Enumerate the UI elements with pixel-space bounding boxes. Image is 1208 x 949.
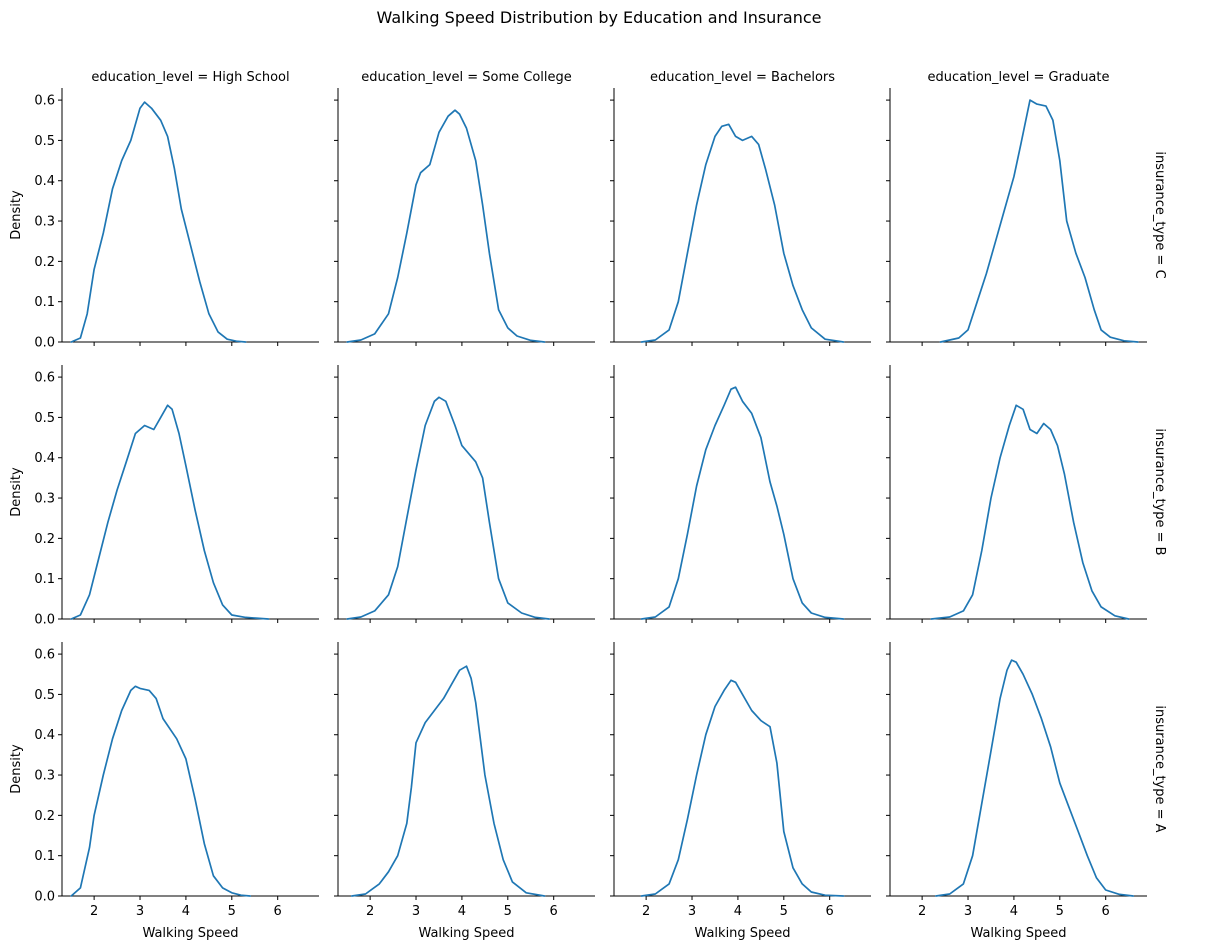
y-tick-label: 0.3 <box>34 769 55 784</box>
y-tick-label: 0.1 <box>34 849 55 864</box>
facet-panel-r0-c3 <box>886 88 1147 346</box>
kde-line-r1-c2 <box>640 386 845 620</box>
x-axis-label: Walking Speed <box>142 926 238 941</box>
y-tick-label: 0.6 <box>34 648 55 663</box>
facet-panel-r0-c1 <box>334 88 595 346</box>
x-tick-label: 3 <box>688 904 696 919</box>
y-tick-label: 0.1 <box>34 295 55 310</box>
facet-panel-r2-c2: 2 3 4 5 6 <box>610 642 871 919</box>
x-tick-label: 5 <box>228 904 236 919</box>
x-tick-label: 2 <box>366 904 374 919</box>
y-tick-label: 0.4 <box>34 728 55 743</box>
facet-panel-r1-c0: 0.0 0.1 0.2 0.3 0.4 0.5 0.6 <box>34 365 319 628</box>
y-axis-label: Density <box>9 744 24 794</box>
facet-panel-r2-c1: 2 3 4 5 6 <box>334 642 595 919</box>
y-axis-label: Density <box>9 190 24 240</box>
y-tick-label: 0.5 <box>34 134 55 149</box>
chart-title: Walking Speed Distribution by Education … <box>377 8 822 27</box>
y-axis-label: Density <box>9 467 24 517</box>
column-title: education_level = Graduate <box>927 70 1109 85</box>
facet-panel-r1-c1 <box>334 365 595 623</box>
x-tick-label: 3 <box>136 904 144 919</box>
y-tick-label: 0.2 <box>34 255 55 270</box>
kde-line-r1-c1 <box>346 396 550 620</box>
row-title: insurance_type = C <box>1152 151 1167 278</box>
y-tick-label: 0.2 <box>34 809 55 824</box>
kde-line-r2-c2 <box>640 679 845 897</box>
x-tick-label: 3 <box>412 904 420 919</box>
x-tick-label: 2 <box>642 904 650 919</box>
x-tick-label: 4 <box>1010 904 1018 919</box>
y-tick-label: 0.5 <box>34 688 55 703</box>
y-tick-label: 0.0 <box>34 890 55 905</box>
kde-line-r2-c1 <box>350 665 546 897</box>
y-tick-label: 0.0 <box>34 336 55 351</box>
y-tick-label: 0.5 <box>34 411 55 426</box>
kde-line-r2-c0 <box>70 685 252 897</box>
facet-panel-r1-c2 <box>610 365 871 623</box>
x-axis-label: Walking Speed <box>694 926 790 941</box>
row-title: insurance_type = A <box>1152 705 1167 832</box>
facet-panel-r1-c3 <box>886 365 1147 623</box>
facet-panel-r2-c3: 2 3 4 5 6 <box>886 642 1147 919</box>
y-tick-label: 0.6 <box>34 371 55 386</box>
y-tick-label: 0.0 <box>34 613 55 628</box>
x-tick-label: 6 <box>274 904 282 919</box>
facet-panel-r2-c0: 0.0 0.1 0.2 0.3 0.4 0.5 0.6 2 3 4 5 6 <box>34 642 319 919</box>
y-tick-label: 0.4 <box>34 451 55 466</box>
x-tick-label: 2 <box>90 904 98 919</box>
x-tick-label: 6 <box>1102 904 1110 919</box>
x-tick-label: 4 <box>182 904 190 919</box>
x-tick-label: 4 <box>458 904 466 919</box>
kde-line-r0-c1 <box>346 109 546 343</box>
x-tick-label: 5 <box>504 904 512 919</box>
x-axis-label: Walking Speed <box>970 926 1066 941</box>
x-tick-label: 5 <box>780 904 788 919</box>
y-tick-label: 0.3 <box>34 492 55 507</box>
kde-line-r0-c0 <box>70 101 247 343</box>
x-tick-label: 2 <box>918 904 926 919</box>
x-tick-label: 3 <box>964 904 972 919</box>
y-tick-label: 0.3 <box>34 215 55 230</box>
x-tick-label: 6 <box>550 904 558 919</box>
facet-panel-r0-c2 <box>610 88 871 346</box>
kde-line-r0-c3 <box>939 99 1139 343</box>
column-title: education_level = Bachelors <box>650 70 835 85</box>
kde-line-r1-c0 <box>70 404 270 620</box>
y-tick-label: 0.6 <box>34 94 55 109</box>
row-title: insurance_type = B <box>1152 428 1167 555</box>
kde-line-r2-c3 <box>935 659 1135 897</box>
facet-panel-r0-c0: 0.0 0.1 0.2 0.3 0.4 0.5 0.6 <box>34 88 319 351</box>
x-axis-label: Walking Speed <box>418 926 514 941</box>
y-tick-label: 0.2 <box>34 532 55 547</box>
y-tick-label: 0.1 <box>34 572 55 587</box>
x-tick-label: 4 <box>734 904 742 919</box>
kde-line-r0-c2 <box>640 123 845 343</box>
column-title: education_level = High School <box>91 70 289 85</box>
kde-line-r1-c3 <box>930 404 1130 620</box>
column-title: education_level = Some College <box>361 70 572 85</box>
y-tick-label: 0.4 <box>34 174 55 189</box>
x-tick-label: 5 <box>1056 904 1064 919</box>
x-tick-label: 6 <box>826 904 834 919</box>
